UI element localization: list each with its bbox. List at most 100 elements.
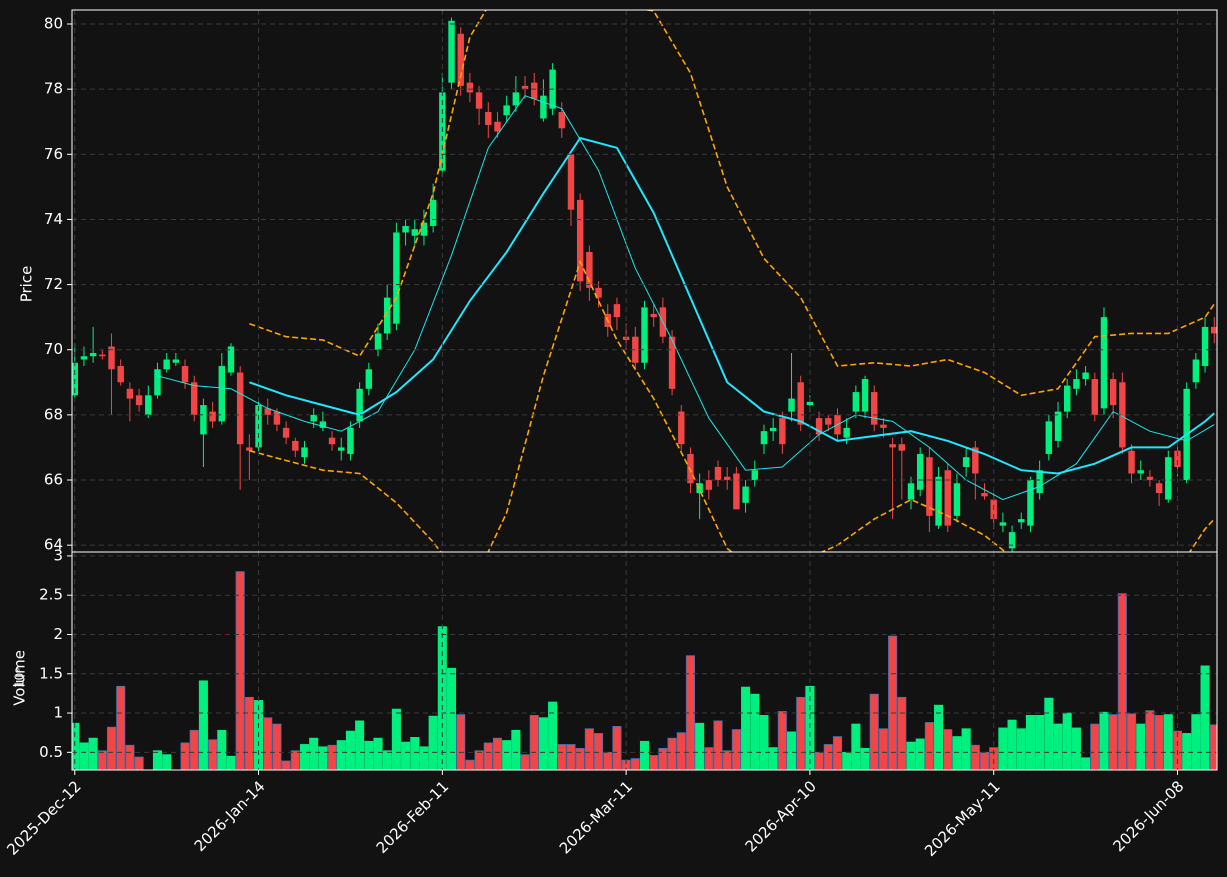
volume-bar bbox=[777, 711, 787, 770]
candle-body bbox=[236, 372, 244, 445]
volume-bar bbox=[538, 717, 548, 770]
volume-bar bbox=[198, 680, 208, 770]
candle-body bbox=[723, 476, 731, 481]
volume-bar bbox=[483, 742, 493, 770]
candle-body bbox=[163, 359, 170, 370]
candle-body bbox=[797, 382, 804, 425]
y-tick-label: 72 bbox=[44, 275, 63, 293]
candle-body bbox=[815, 418, 823, 435]
volume-bar bbox=[1108, 714, 1118, 770]
volume-bar bbox=[731, 729, 741, 770]
candle-body bbox=[889, 444, 896, 448]
volume-bar bbox=[575, 747, 585, 770]
volume-bar bbox=[759, 715, 769, 770]
candle-body bbox=[944, 470, 951, 526]
volume-bar bbox=[823, 744, 833, 770]
volume-bar bbox=[1209, 724, 1217, 770]
candle-body bbox=[871, 392, 878, 425]
volume-bar bbox=[318, 746, 328, 770]
volume-bar bbox=[970, 744, 980, 770]
volume-bar bbox=[722, 750, 732, 770]
candle-body bbox=[806, 401, 814, 406]
volume-bar bbox=[915, 738, 925, 770]
volume-bar bbox=[851, 723, 861, 770]
volume-bar bbox=[217, 729, 227, 770]
candle-body bbox=[485, 111, 492, 125]
candle-body bbox=[282, 427, 290, 438]
candle-body bbox=[861, 379, 869, 412]
candle-body bbox=[411, 229, 418, 236]
volume-bar bbox=[796, 696, 806, 770]
candle-body bbox=[1174, 450, 1181, 467]
volume-bar bbox=[364, 740, 374, 770]
volume-bar bbox=[474, 750, 484, 770]
volume-bar bbox=[612, 726, 622, 770]
candle-body bbox=[227, 346, 235, 373]
volume-bar bbox=[208, 739, 218, 770]
candle-body bbox=[365, 369, 373, 389]
volume-bar bbox=[1062, 712, 1072, 770]
candle-body bbox=[632, 336, 639, 363]
candle-body bbox=[779, 418, 786, 445]
candle-body bbox=[117, 366, 124, 383]
volume-bar bbox=[869, 693, 879, 770]
candle-body bbox=[1082, 372, 1089, 380]
candle-body bbox=[540, 95, 547, 119]
candle-body bbox=[705, 480, 713, 490]
candle-body bbox=[1165, 457, 1172, 500]
candle-body bbox=[1054, 411, 1062, 441]
volume-bar bbox=[667, 737, 677, 770]
volume-bar bbox=[888, 635, 898, 770]
volume-bar bbox=[1035, 715, 1045, 770]
candle-body bbox=[595, 287, 602, 298]
y-tick-label: 78 bbox=[44, 80, 63, 98]
candle-body bbox=[466, 82, 474, 93]
volume-bar bbox=[649, 755, 659, 770]
volume-bar bbox=[805, 685, 815, 770]
volume-panel bbox=[72, 571, 1217, 770]
candle-body bbox=[825, 418, 832, 425]
volume-axis-label: Volume bbox=[11, 650, 29, 706]
volume-bar bbox=[1016, 728, 1026, 770]
candle-body bbox=[678, 411, 685, 445]
candle-body bbox=[246, 447, 253, 451]
volume-bar bbox=[961, 728, 971, 770]
candle-body bbox=[926, 457, 933, 516]
volume-bar bbox=[465, 759, 475, 770]
volume-bar bbox=[676, 732, 686, 770]
volume-bar bbox=[695, 722, 705, 770]
candle-body bbox=[310, 414, 317, 422]
candle-body bbox=[273, 411, 281, 425]
y-tick-label: 66 bbox=[44, 471, 63, 489]
candle-body bbox=[907, 483, 915, 500]
volume-tick-label: 3 bbox=[53, 546, 63, 564]
candle-body bbox=[531, 82, 538, 99]
candle-body bbox=[209, 411, 216, 422]
volume-bar bbox=[630, 758, 640, 770]
candle-body bbox=[641, 307, 648, 363]
volume-bar bbox=[345, 730, 355, 770]
candle-body bbox=[1119, 382, 1126, 448]
volume-bar bbox=[428, 715, 438, 770]
candle-body bbox=[135, 395, 143, 406]
candle-body bbox=[769, 427, 777, 432]
candle-body bbox=[393, 232, 400, 324]
volume-bar bbox=[152, 750, 162, 770]
volume-bar bbox=[566, 744, 576, 770]
volume-bar bbox=[1025, 715, 1035, 770]
volume-bar bbox=[116, 685, 126, 770]
candle-body bbox=[1063, 385, 1071, 412]
volume-bar bbox=[1090, 723, 1100, 770]
candle-body bbox=[328, 437, 336, 445]
volume-bar bbox=[492, 737, 503, 770]
candle-body bbox=[1036, 470, 1043, 494]
candle-body bbox=[1100, 317, 1108, 409]
volume-bar bbox=[446, 667, 457, 770]
y-tick-label: 80 bbox=[44, 15, 63, 33]
volume-bar bbox=[639, 740, 650, 770]
candle-body bbox=[200, 405, 207, 435]
candle-body bbox=[172, 359, 180, 363]
volume-bar bbox=[934, 704, 944, 770]
